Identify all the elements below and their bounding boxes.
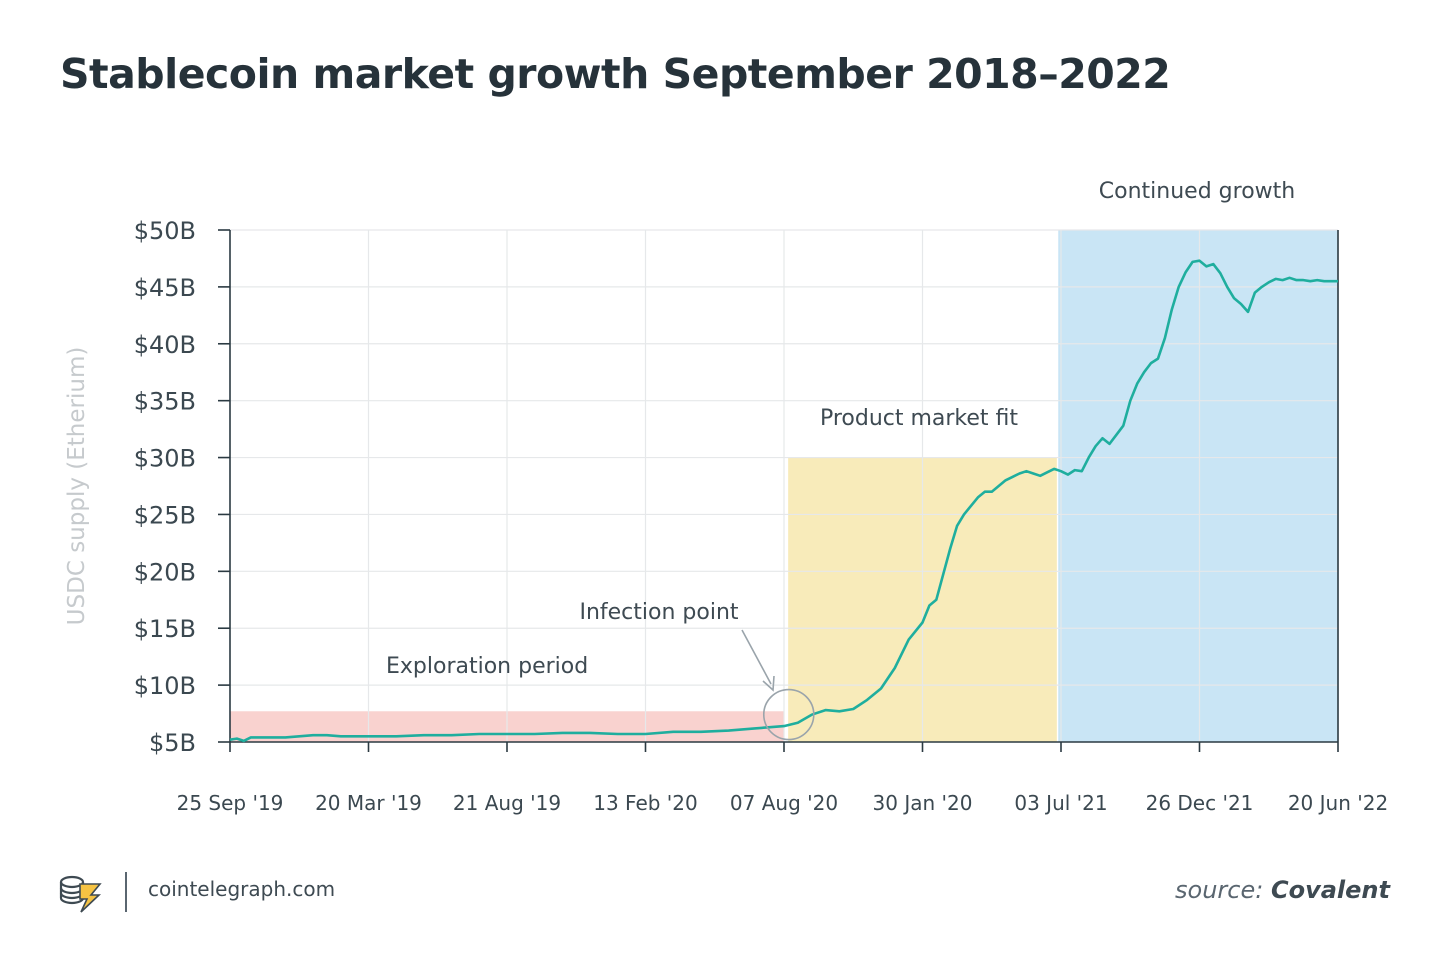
inflection-point-circle [762,688,815,741]
y-tick-label: $25B [134,501,196,529]
x-tick-label: 20 Mar '19 [315,791,422,815]
y-tick-label: $15B [134,615,196,643]
x-tick-label: 13 Feb '20 [593,791,698,815]
exploration-period-label: Exploration period [386,654,588,679]
footer-divider [125,872,127,912]
footer-site-link[interactable]: cointelegraph.com [148,877,336,901]
continued-growth-label: Continued growth [1099,179,1295,204]
x-tick-label: 03 Jul '21 [1014,791,1107,815]
y-tick-label: $30B [134,445,196,473]
source-prefix: source: [1175,876,1264,904]
source-credit: source: Covalent [1175,876,1390,904]
x-tick-label: 30 Jan '20 [873,791,973,815]
product-market-fit-label: Product market fit [820,406,1018,431]
axes: $5B $10B $15B $20B $25B $30B $35B $40B $45B $50B 2… [64,217,1388,815]
y-tick-label: $50B [134,217,196,245]
y-tick-label: $10B [134,672,196,700]
chart-labels: Exploration period Product market fit Cont… [386,179,1295,741]
inflection-arrowhead [762,675,775,692]
usdc-supply-line [229,259,1338,743]
x-tick-label: 20 Jun '22 [1288,791,1388,815]
y-tick-label: $35B [134,388,196,416]
x-tick-label: 07 Aug '20 [730,791,838,815]
cointelegraph-logo-icon [58,872,104,918]
highlight-regions [230,230,1338,742]
y-axis-title: USDC supply (Etherium) [64,347,90,626]
y-tick-label: $5B [149,729,196,757]
continued-growth-region [1058,230,1338,742]
y-tick-label: $45B [134,274,196,302]
x-tick-label: 25 Sep '19 [177,791,284,815]
x-tick-label: 21 Aug '19 [453,791,561,815]
x-tick-label: 26 Dec '21 [1146,791,1254,815]
y-tick-label: $40B [134,331,196,359]
inflection-point-label: Infection point [579,600,738,625]
y-tick-label: $20B [134,558,196,586]
inflection-arrow-line [741,629,772,685]
chart-title: Stablecoin market growth September 2018–… [60,50,1171,98]
series-layer [229,259,1338,743]
source-name: Covalent [1270,876,1390,904]
